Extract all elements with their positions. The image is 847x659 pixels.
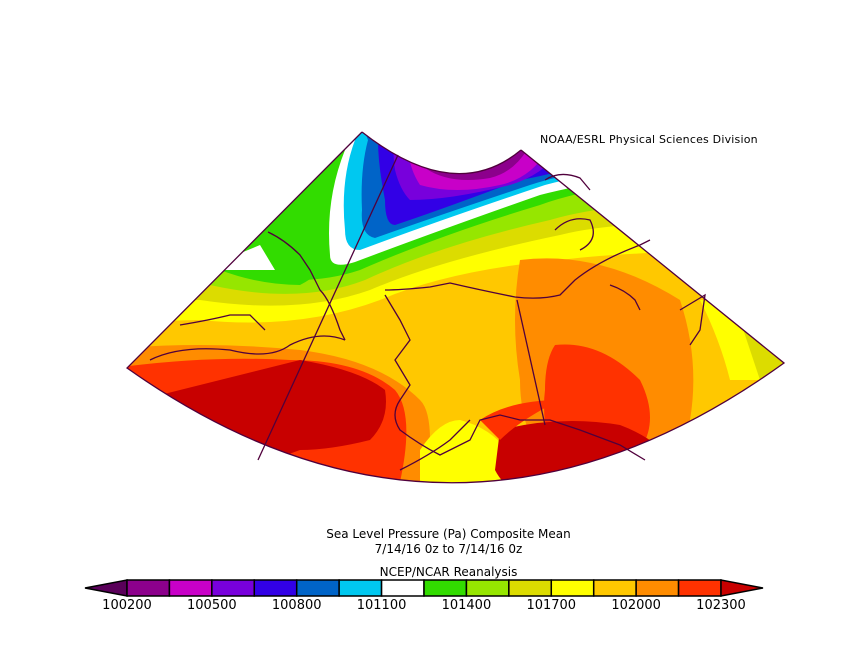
- colorbar-tick-label: 101100: [356, 598, 407, 613]
- colorbar-segment: [635, 579, 680, 597]
- credit-text: NOAA/ESRL Physical Sciences Division: [540, 133, 758, 146]
- colorbar-segment: [465, 579, 510, 597]
- colorbar-segment: [423, 579, 468, 597]
- colorbar: [84, 579, 764, 597]
- colorbar-tick-label: 102000: [611, 598, 661, 613]
- colorbar-segment: [168, 579, 213, 597]
- plot-date-range: 7/14/16 0z to 7/14/16 0z: [374, 542, 523, 556]
- colorbar-segment: [550, 579, 595, 597]
- border-line: [516, 299, 546, 426]
- meridian-line: [257, 154, 399, 461]
- map-border: [125, 131, 786, 484]
- colorbar-segment: [380, 579, 425, 597]
- coastlines: [149, 173, 706, 471]
- colorbar-tick-label: 101400: [441, 598, 492, 613]
- colorbar-segment: [295, 579, 340, 597]
- colorbar-segment: [253, 579, 298, 597]
- colorbar-segment: [338, 579, 383, 597]
- colorbar-tick-label: 100800: [271, 598, 322, 613]
- colorbar-tick-label: 102300: [696, 598, 746, 613]
- colorbar-tick-label: 100200: [102, 598, 152, 613]
- colorbar-segment: [677, 579, 722, 597]
- colorbar-segment: [211, 579, 256, 597]
- plot-title: Sea Level Pressure (Pa) Composite Mean: [326, 527, 571, 541]
- colorbar-segment: [126, 579, 171, 597]
- colorbar-segment: [508, 579, 553, 597]
- colorbar-segment: [592, 579, 637, 597]
- plot-source: NCEP/NCAR Reanalysis: [379, 565, 518, 579]
- colorbar-tick-label: 101700: [526, 598, 577, 613]
- colorbar-tick-label: 100500: [187, 598, 237, 613]
